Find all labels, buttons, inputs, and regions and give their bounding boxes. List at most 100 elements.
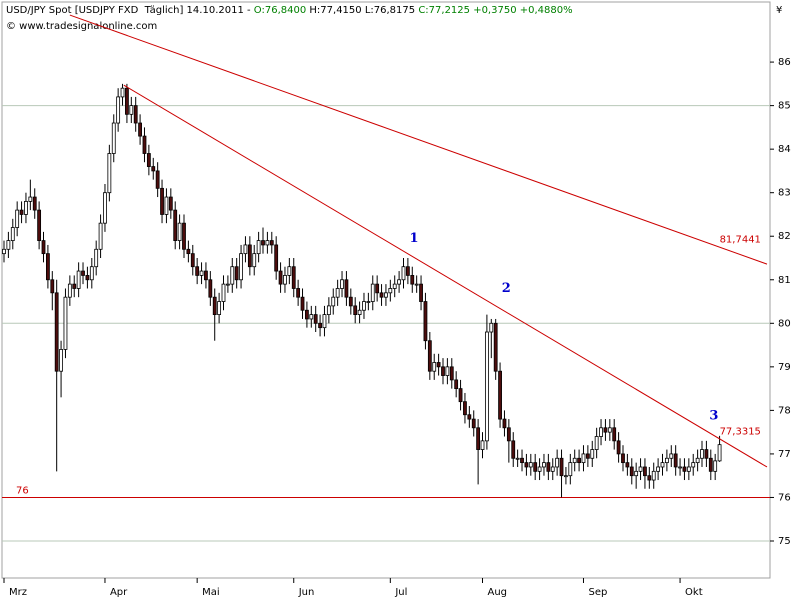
candle-body [651,470,656,481]
candle-body [656,466,661,472]
candle-body [638,466,643,472]
y-tick-label: 78 [778,405,791,416]
candle-body [182,222,186,250]
candle-body [594,436,599,450]
candle-body [344,279,349,298]
candle-body [379,292,384,298]
candle-body [362,301,366,311]
annotation: 3 [709,409,718,424]
candle-body [28,196,33,202]
candle-body [471,418,476,429]
candle-body [625,462,630,468]
candle-body [467,414,472,420]
header-part: C:77,2125 +0,3750 +0,4880% [418,5,572,16]
candle-body [326,305,331,315]
candle-body [454,379,459,390]
x-tick-label: Okt [685,587,703,598]
x-tick-label: Jul [394,587,407,598]
candle-body [686,466,691,472]
candle-body [129,105,134,115]
candle-body [98,222,103,250]
candle-body [353,305,358,315]
candle-body [585,453,590,459]
candle-body [559,457,564,477]
candle-body [164,196,169,215]
header-part: USD/JPY Spot [USDJPY FXD Täglich] 14.10.… [6,5,254,16]
candle-body [414,283,419,286]
candle-body [392,283,397,289]
annotation: 2 [502,281,511,296]
candle-body [581,453,586,464]
candle-body [520,457,524,464]
candle-body [212,296,217,315]
candle-body [261,240,265,246]
candle-body [524,462,529,468]
candle-body [590,449,595,459]
candle-body [366,301,371,303]
chart-header: USD/JPY Spot [USDJPY FXD Täglich] 14.10.… [6,5,573,16]
candle-body [643,466,647,477]
candle-body [59,349,63,372]
candle-body [138,122,142,137]
candle-body [357,309,362,315]
currency: ¥ [776,5,782,16]
candle-body [515,457,520,460]
x-tick-label: Apr [110,587,128,598]
candle-body [607,427,612,433]
candle-body [506,427,511,442]
candle-body [120,87,125,98]
candle-body [682,466,687,472]
candle-body [375,283,380,294]
candle-body [717,444,722,462]
y-tick-label: 86 [778,57,791,68]
candle-body [247,244,252,268]
candle-body [63,296,68,350]
candle-body [397,279,402,285]
candle-body [76,270,81,289]
candle-body [204,270,208,281]
candle-body [72,283,77,289]
candle-body [151,166,156,172]
candle-body [449,366,454,381]
candle-body [168,196,173,211]
candle-body [252,253,257,268]
y-tick-label: 80 [778,318,791,329]
candle-body [186,248,191,255]
y-tick-label: 84 [778,144,791,155]
candle-body [107,153,112,194]
trend-label: 77,3315 [720,426,761,437]
candle-body [476,427,481,450]
candle-body [489,322,494,333]
candle-body [480,440,485,450]
candle-body [24,201,28,215]
candle-body [388,288,393,294]
candle-body [142,135,147,154]
support-label: 76 [16,485,29,496]
candle-body [603,427,608,433]
candle-body [50,279,55,294]
candle-body [265,240,270,246]
candle-body [305,309,309,320]
candle-body [708,457,713,472]
candle-body [67,283,72,298]
candle-body [225,283,230,286]
candle-body [256,240,261,255]
candle-body [199,270,204,276]
candle-body [103,192,107,224]
candle-body [695,457,700,464]
candle-body [81,270,85,276]
candle-body [484,331,489,442]
candle-body [221,283,226,302]
candle-body [125,87,129,115]
candle-body [528,462,533,468]
trend-line [123,84,768,468]
y-tick-label: 81 [778,275,791,286]
candle-body [291,266,296,289]
candle-body [160,187,164,215]
candle-body [577,457,581,464]
candle-body [190,253,195,268]
candle-body [410,275,415,285]
x-tick-label: Sep [588,587,607,598]
annotation: 1 [410,231,419,246]
